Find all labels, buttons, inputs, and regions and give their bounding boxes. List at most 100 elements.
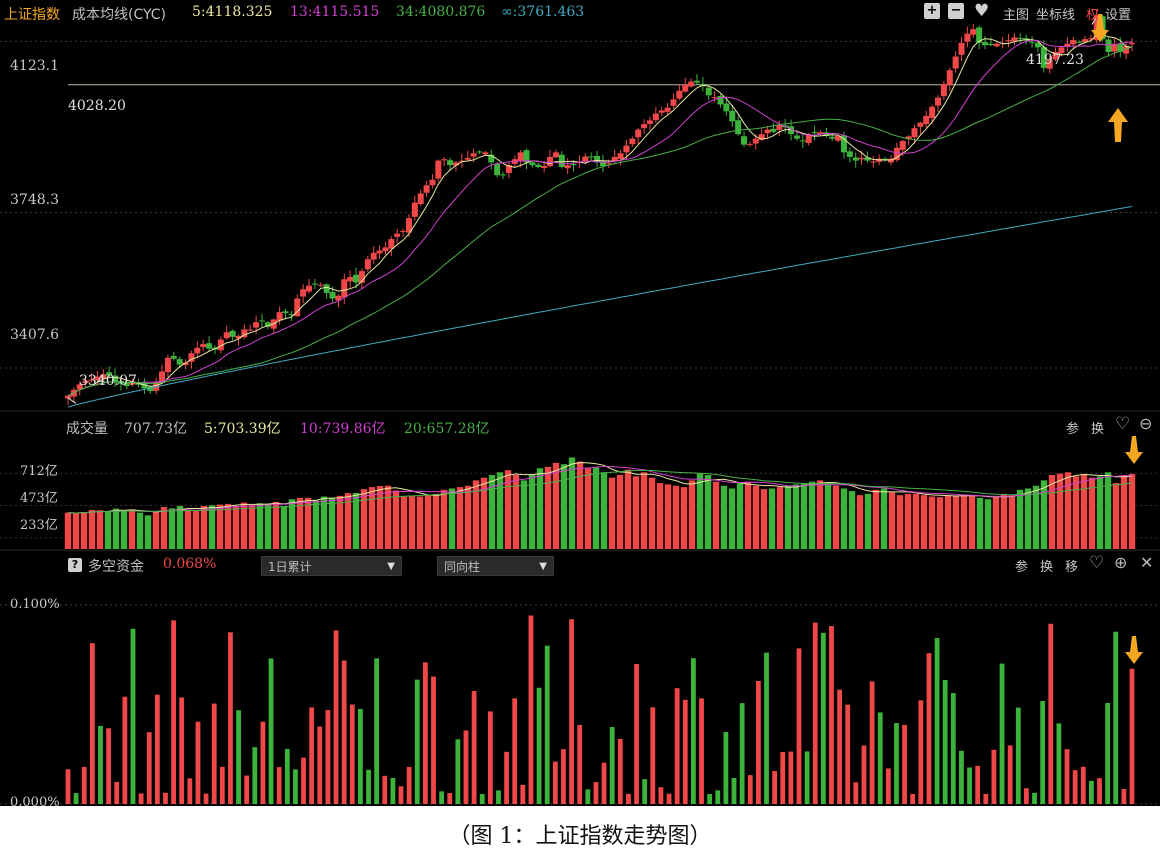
accumulate-select[interactable]: 1日累计 ▼ bbox=[261, 556, 402, 576]
volume-switch-button[interactable]: 换 bbox=[1091, 422, 1105, 437]
candle-body bbox=[846, 151, 853, 157]
candle-body bbox=[905, 136, 912, 140]
fund-bar bbox=[293, 769, 298, 804]
candle-body bbox=[711, 97, 718, 99]
volume-bar bbox=[600, 472, 608, 549]
candle-body bbox=[758, 134, 765, 140]
fund-bar bbox=[366, 769, 371, 804]
volume-params-button[interactable]: 参 bbox=[1066, 422, 1080, 437]
volume-current: 707.73亿 bbox=[124, 421, 187, 437]
fund-params-button[interactable]: 参 bbox=[1015, 560, 1029, 575]
fund-bar bbox=[179, 697, 185, 804]
fund-bar bbox=[317, 726, 323, 804]
fund-bar bbox=[171, 620, 176, 804]
zoom-in-icon[interactable]: + bbox=[924, 3, 940, 19]
candle-body bbox=[452, 162, 459, 166]
candle-body bbox=[605, 163, 612, 165]
fund-bar bbox=[146, 732, 152, 804]
volume-bar bbox=[888, 492, 896, 549]
volume-bar bbox=[592, 466, 600, 549]
candle-body bbox=[940, 83, 947, 97]
fund-zoom-icon[interactable]: ⊕ bbox=[1114, 553, 1128, 572]
axis-line-button[interactable]: 坐标线 bbox=[1036, 8, 1076, 23]
candle-body bbox=[241, 329, 248, 338]
fund-bar bbox=[853, 782, 859, 804]
fund-bar bbox=[723, 731, 729, 804]
candle-body bbox=[517, 152, 524, 162]
fund-bar bbox=[569, 619, 574, 804]
volume-bar bbox=[480, 477, 488, 549]
fund-bar bbox=[471, 691, 477, 804]
fund-move-button[interactable]: 移 bbox=[1065, 560, 1079, 575]
fund-bar bbox=[1015, 707, 1021, 804]
fund-bar bbox=[1097, 778, 1102, 804]
fund-bar bbox=[236, 710, 241, 804]
candle-body bbox=[353, 274, 360, 283]
candle-body bbox=[582, 156, 589, 162]
volume-bar bbox=[240, 502, 248, 549]
candle-body bbox=[688, 81, 695, 87]
candle-body bbox=[735, 120, 742, 135]
bar-mode-select[interactable]: 同向柱 ▼ bbox=[437, 556, 554, 576]
volume-bar bbox=[616, 474, 624, 549]
fund-bar bbox=[650, 707, 656, 804]
volume-bar bbox=[360, 489, 368, 549]
rights-button[interactable]: 权 bbox=[1086, 8, 1100, 23]
candle-body bbox=[705, 87, 712, 96]
candle-body bbox=[276, 312, 283, 321]
fund-bar bbox=[967, 767, 972, 804]
main-chart-button[interactable]: 主图 bbox=[1003, 8, 1030, 23]
volume-bar bbox=[496, 472, 504, 549]
fund-bar bbox=[357, 708, 363, 804]
volume-heart-icon[interactable]: ♡ bbox=[1115, 414, 1131, 434]
fund-bar bbox=[658, 787, 664, 804]
fund-bar bbox=[203, 793, 209, 804]
candle-body bbox=[799, 140, 806, 142]
volume-ma10: 10:739.86亿 bbox=[300, 421, 386, 437]
candle-body bbox=[1087, 38, 1094, 40]
volume-bar bbox=[680, 487, 688, 549]
y-tick-label-3: 3407.6 bbox=[10, 327, 59, 343]
ma5-line bbox=[67, 34, 1133, 397]
candle-body bbox=[1005, 40, 1012, 42]
accumulate-select-value: 1日累计 bbox=[268, 560, 312, 574]
volume-bar bbox=[968, 495, 976, 549]
candle-body bbox=[253, 322, 260, 328]
heart-icon[interactable]: ♥ bbox=[974, 1, 990, 21]
volume-bar bbox=[184, 509, 192, 549]
candle-body bbox=[476, 151, 483, 153]
high-pointer bbox=[1091, 17, 1097, 25]
fund-bar bbox=[950, 693, 956, 804]
fund-bar bbox=[130, 628, 136, 804]
fund-bar bbox=[89, 643, 95, 804]
candle-body bbox=[505, 165, 512, 173]
volume-bar bbox=[768, 488, 776, 549]
candle-body bbox=[870, 161, 877, 163]
fund-bar bbox=[528, 615, 534, 804]
volume-bar bbox=[248, 505, 256, 549]
volume-bar bbox=[384, 485, 392, 549]
zoom-out-icon[interactable]: − bbox=[948, 3, 964, 19]
arrow-icon bbox=[1125, 636, 1143, 664]
fund-bar bbox=[699, 698, 704, 804]
volume-bar bbox=[464, 485, 472, 549]
fund-bar bbox=[382, 775, 388, 804]
close-icon[interactable]: ✕ bbox=[1140, 553, 1154, 572]
help-icon[interactable]: ? bbox=[68, 558, 82, 572]
fund-bar bbox=[942, 680, 948, 804]
candle-body bbox=[788, 126, 795, 135]
volume-bar bbox=[320, 496, 328, 549]
settings-button[interactable]: 设置 bbox=[1105, 8, 1132, 23]
candle-body bbox=[176, 359, 183, 365]
volume-zoom-icon[interactable]: ⊖ bbox=[1139, 414, 1153, 433]
volume-bar bbox=[224, 503, 232, 549]
volume-bar bbox=[1096, 476, 1104, 549]
fund-switch-button[interactable]: 换 bbox=[1040, 560, 1054, 575]
fund-bar bbox=[983, 793, 989, 804]
volume-bar bbox=[424, 495, 432, 549]
candle-body bbox=[194, 347, 201, 354]
candle-body bbox=[65, 395, 71, 399]
fund-bar bbox=[845, 704, 851, 804]
candle-body bbox=[1111, 43, 1118, 52]
fund-heart-icon[interactable]: ♡ bbox=[1089, 553, 1105, 573]
